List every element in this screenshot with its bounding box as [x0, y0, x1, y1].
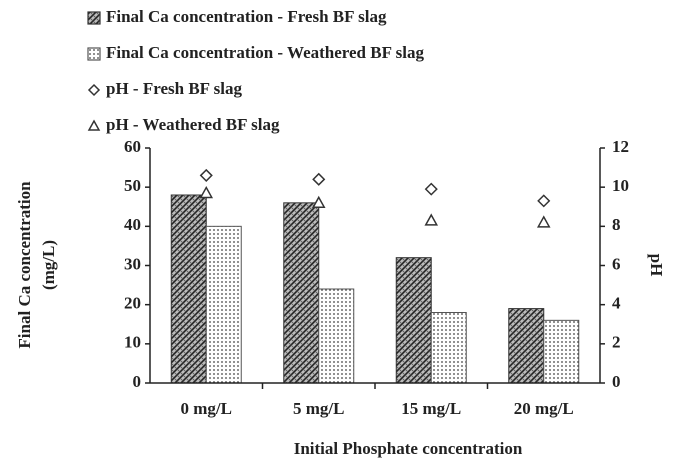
- y2-tick-label: 10: [612, 176, 629, 195]
- y-tick-label: 50: [124, 176, 141, 195]
- y-tick-label: 0: [133, 372, 142, 391]
- legend-swatch: [87, 11, 101, 25]
- ph-marker: [199, 168, 213, 182]
- y-tick-label: 40: [124, 215, 141, 234]
- ph-marker: [424, 182, 438, 196]
- ph-marker: [311, 195, 326, 208]
- bar: [318, 288, 355, 384]
- y-tick-label: 30: [124, 254, 141, 273]
- y2-tick-label: 8: [612, 215, 621, 234]
- legend-label: pH - Fresh BF slag: [106, 79, 243, 98]
- ph-marker: [424, 213, 439, 226]
- legend-label: Final Ca concentration - Weathered BF sl…: [106, 43, 424, 62]
- legend-swatch: [87, 119, 101, 131]
- y2-tick-label: 0: [612, 372, 621, 391]
- x-axis-label: Initial Phosphate concentration: [294, 439, 523, 458]
- y2-tick-label: 6: [612, 254, 621, 273]
- x-tick-label: 15 mg/L: [401, 399, 461, 418]
- legend-swatch: [87, 83, 101, 97]
- y2-tick-label: 4: [612, 294, 621, 313]
- bar: [430, 312, 467, 384]
- x-tick-label: 20 mg/L: [514, 399, 574, 418]
- bar: [508, 308, 545, 384]
- bar: [395, 257, 432, 384]
- ph-marker: [537, 194, 551, 208]
- y-axis-label: Final Ca concentration: [15, 181, 34, 349]
- y-tick-label: 10: [124, 333, 141, 352]
- y-axis-label: (mg/L): [39, 240, 58, 290]
- legend-label: pH - Weathered BF slag: [106, 115, 280, 134]
- bar: [283, 202, 320, 384]
- legend-swatch: [87, 47, 101, 61]
- ph-marker: [536, 215, 551, 228]
- ph-marker: [312, 172, 326, 186]
- bar: [170, 194, 207, 384]
- y2-tick-label: 2: [612, 333, 621, 352]
- x-tick-label: 5 mg/L: [293, 399, 344, 418]
- x-tick-label: 0 mg/L: [181, 399, 232, 418]
- y2-tick-label: 12: [612, 137, 629, 156]
- y-tick-label: 20: [124, 294, 141, 313]
- bar: [543, 319, 580, 384]
- legend-label: Final Ca concentration - Fresh BF slag: [106, 7, 387, 26]
- y2-axis-label: pH: [647, 254, 666, 277]
- ph-marker: [199, 185, 214, 199]
- y-tick-label: 60: [124, 137, 141, 156]
- bar: [205, 225, 242, 384]
